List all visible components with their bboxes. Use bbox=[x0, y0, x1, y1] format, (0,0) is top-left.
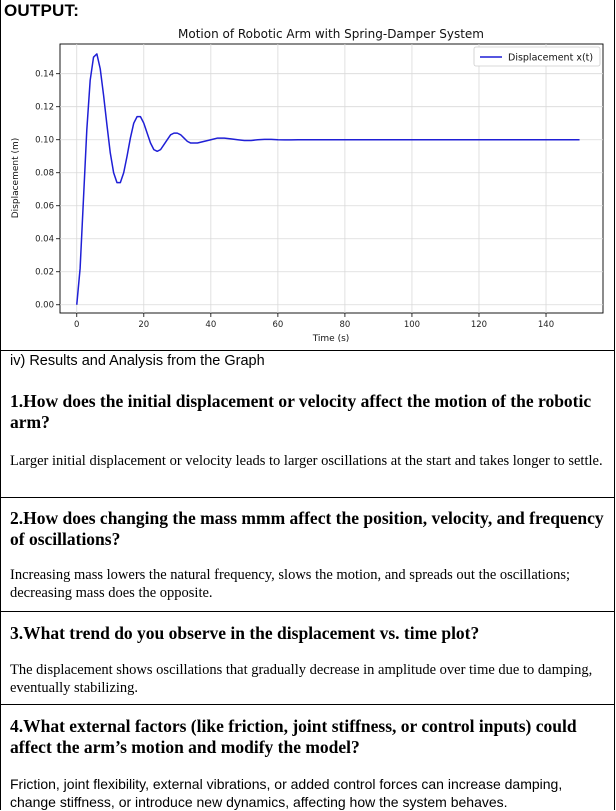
y-tick-label: 0.10 bbox=[35, 136, 54, 146]
qa-divider-1 bbox=[1, 497, 615, 498]
x-axis-label: Time (s) bbox=[312, 334, 350, 344]
x-tick-label: 0 bbox=[74, 320, 79, 330]
y-tick-label: 0.00 bbox=[35, 301, 54, 311]
answer-1: Larger initial displacement or velocity … bbox=[10, 453, 603, 469]
section-title: iv) Results and Analysis from the Graph bbox=[10, 353, 265, 369]
x-axis-ticks: 0 20 40 60 80 100 120 140 bbox=[74, 313, 554, 330]
legend-label: Displacement x(t) bbox=[508, 53, 593, 64]
qa-divider-3 bbox=[1, 704, 615, 705]
output-heading: OUTPUT: bbox=[4, 1, 80, 20]
question-1: 1.How does the initial displacement or v… bbox=[10, 391, 592, 432]
y-tick-label: 0.14 bbox=[35, 70, 54, 80]
series-line-displacement bbox=[76, 53, 580, 305]
x-tick-label: 60 bbox=[272, 320, 283, 330]
y-axis-ticks: 0.00 0.02 0.04 0.06 0.08 0.10 0.12 0.14 bbox=[35, 70, 60, 311]
plot-area bbox=[59, 43, 604, 314]
question-3: 3.What trend do you observe in the displ… bbox=[10, 623, 480, 643]
section-divider bbox=[1, 350, 615, 351]
x-tick-label: 40 bbox=[205, 320, 216, 330]
x-tick-label: 140 bbox=[538, 320, 554, 330]
x-tick-label: 80 bbox=[339, 320, 350, 330]
question-2: 2.How does changing the mass mmm affect … bbox=[10, 508, 604, 549]
left-border bbox=[0, 0, 1, 810]
question-4: 4.What external factors (like friction, … bbox=[10, 716, 577, 757]
answer-4: Friction, joint flexibility, external vi… bbox=[10, 776, 563, 810]
chart-title: Motion of Robotic Arm with Spring-Damper… bbox=[178, 27, 484, 41]
legend: Displacement x(t) bbox=[473, 46, 601, 67]
y-tick-label: 0.02 bbox=[35, 268, 54, 278]
y-tick-label: 0.08 bbox=[35, 169, 54, 179]
right-border bbox=[614, 0, 615, 810]
x-tick-label: 120 bbox=[471, 320, 487, 330]
displacement-chart: Motion of Robotic Arm with Spring-Damper… bbox=[11, 27, 604, 344]
x-tick-label: 20 bbox=[138, 320, 149, 330]
y-tick-label: 0.04 bbox=[35, 235, 54, 245]
y-tick-label: 0.12 bbox=[35, 103, 54, 113]
x-tick-label: 100 bbox=[404, 320, 420, 330]
qa-divider-2 bbox=[1, 611, 615, 612]
answer-2: Increasing mass lowers the natural frequ… bbox=[10, 567, 570, 601]
answer-3: The displacement shows oscillations that… bbox=[10, 662, 593, 696]
legend-box bbox=[473, 46, 601, 67]
y-tick-label: 0.06 bbox=[35, 202, 54, 212]
y-axis-label: Displacement (m) bbox=[11, 138, 21, 219]
